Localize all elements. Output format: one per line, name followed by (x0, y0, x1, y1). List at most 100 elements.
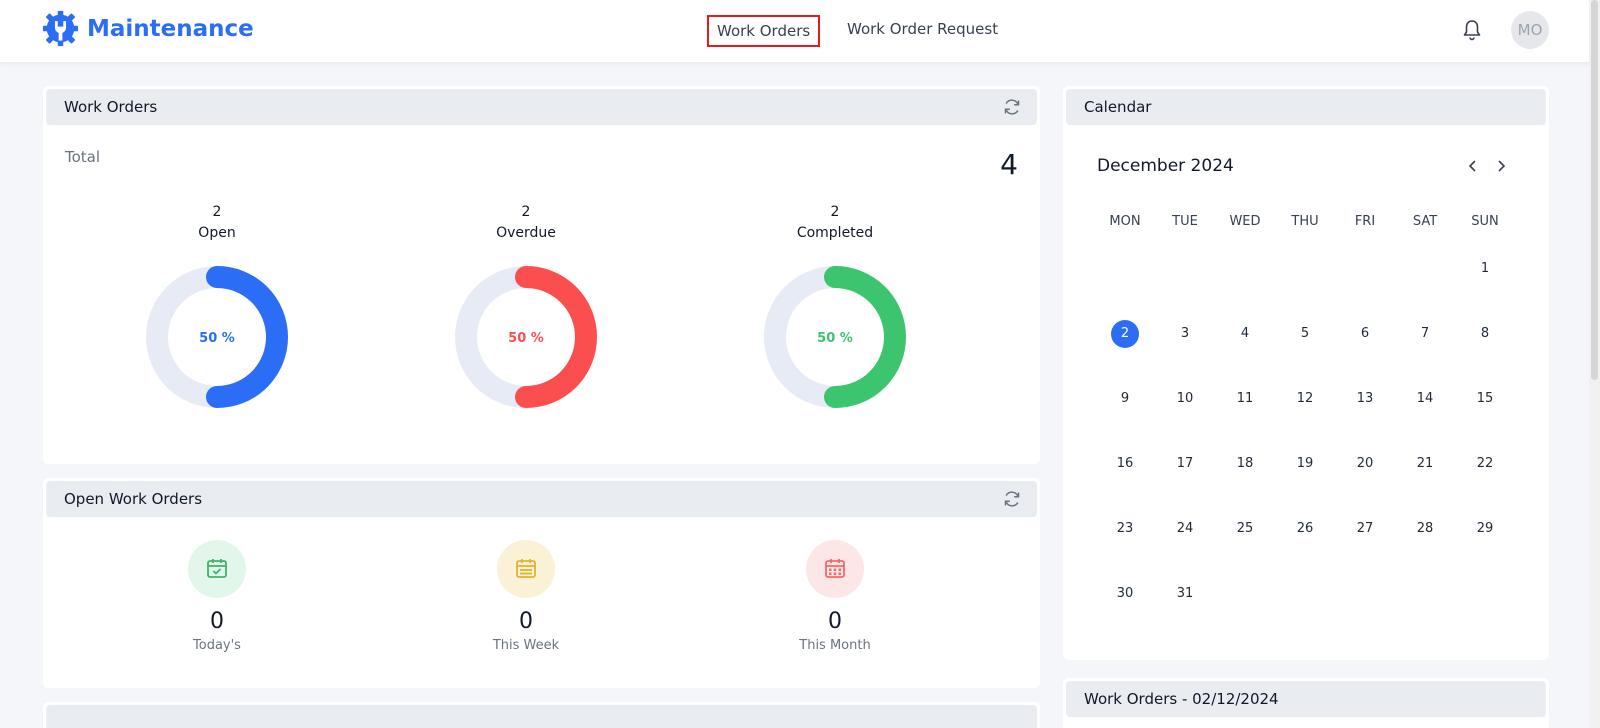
donut-open (146, 266, 288, 408)
stat-label: Open (198, 225, 236, 241)
donut-overdue (455, 266, 597, 408)
calendar-cell: 16 (1095, 450, 1155, 478)
calendar-card: Calendar December 2024 MON TUE WED THU FRI SA… (1063, 86, 1549, 660)
calendar-cell: 25 (1215, 515, 1275, 543)
open-this-month[interactable]: 0 This Month (755, 540, 915, 653)
calendar-day[interactable]: 21 (1416, 455, 1434, 471)
calendar-day[interactable]: 29 (1476, 520, 1494, 536)
work-orders-card: Work Orders Total 4 2 Open 2 Overdue 2 C… (43, 86, 1040, 464)
calendar-day[interactable]: 10 (1176, 390, 1194, 406)
card-header (46, 705, 1037, 728)
calendar-cell: 10 (1155, 385, 1215, 413)
owo-icon-bg (806, 540, 864, 598)
donut-arc (824, 266, 906, 408)
calendar-cell: 6 (1335, 320, 1395, 348)
calendar-cell: 8 (1455, 320, 1515, 348)
chevron-right-icon[interactable] (1493, 158, 1509, 174)
calendar-day[interactable]: 8 (1480, 325, 1490, 341)
bell-icon[interactable] (1463, 19, 1481, 41)
calendar-day[interactable]: 15 (1476, 390, 1494, 406)
open-today[interactable]: 0 Today's (137, 540, 297, 653)
calendar-day[interactable]: 3 (1180, 325, 1190, 341)
chevron-left-icon[interactable] (1465, 158, 1481, 174)
calendar-month-icon (825, 559, 845, 578)
card-title: Work Orders - 02/12/2024 (1084, 690, 1279, 708)
stat-count: 2 (212, 204, 222, 220)
stat-label: Overdue (496, 225, 556, 241)
calendar-cell: 14 (1395, 385, 1455, 413)
user-avatar[interactable]: MO (1511, 11, 1549, 49)
calendar-day[interactable]: 26 (1296, 520, 1314, 536)
calendar-day[interactable]: 23 (1116, 520, 1134, 536)
calendar-day[interactable]: 18 (1236, 455, 1254, 471)
calendar-grid: MON TUE WED THU FRI SAT SUN 1 2 3 4 5 6 7 8 9 10 11 12 13 14… (1095, 206, 1515, 626)
calendar-day[interactable]: 7 (1420, 325, 1430, 341)
donut-percent-open: 50 % (199, 331, 235, 346)
calendar-day[interactable]: 19 (1296, 455, 1314, 471)
card-header: Work Orders (46, 89, 1037, 125)
calendar-day[interactable]: 4 (1240, 325, 1250, 341)
calendar-day[interactable]: 16 (1116, 455, 1134, 471)
calendar-day[interactable]: 1 (1480, 260, 1490, 276)
calendar-cell: 28 (1395, 515, 1455, 543)
calendar-cell: 31 (1155, 580, 1215, 608)
calendar-day-today[interactable]: 2 (1111, 319, 1139, 348)
calendar-day[interactable]: 13 (1356, 390, 1374, 406)
calendar-cell: 17 (1155, 450, 1215, 478)
calendar-day[interactable]: 31 (1176, 585, 1194, 601)
calendar-cell: 18 (1215, 450, 1275, 478)
calendar-day[interactable]: 27 (1356, 520, 1374, 536)
main-nav: Work Orders Work Order Request (0, 15, 1600, 47)
calendar-day[interactable]: 22 (1476, 455, 1494, 471)
calendar-month-label: December 2024 (1097, 156, 1234, 176)
refresh-icon[interactable] (1003, 98, 1021, 116)
card-header: Work Orders - 02/12/2024 (1066, 681, 1546, 717)
open-label: This Month (799, 638, 871, 653)
page-scrollbar[interactable] (1589, 0, 1600, 728)
work-orders-date-card: Work Orders - 02/12/2024 (1063, 678, 1549, 728)
stat-label: Completed (796, 225, 874, 241)
app-name: Maintenance (87, 15, 254, 42)
scrollbar-thumb[interactable] (1591, 0, 1598, 380)
donut-arc (515, 266, 597, 408)
open-value: 0 (828, 609, 842, 634)
calendar-cell: 27 (1335, 515, 1395, 543)
app-logo[interactable]: Maintenance (42, 10, 254, 47)
calendar-day[interactable]: 9 (1120, 390, 1130, 406)
calendar-day[interactable]: 20 (1356, 455, 1374, 471)
calendar-day[interactable]: 30 (1116, 585, 1134, 601)
calendar-day[interactable]: 17 (1176, 455, 1194, 471)
calendar-cell: 22 (1455, 450, 1515, 478)
calendar-day[interactable]: 25 (1236, 520, 1254, 536)
calendar-day[interactable]: 5 (1300, 325, 1310, 341)
calendar-cell: 2 (1095, 319, 1155, 348)
stat-count: 2 (830, 204, 840, 220)
owo-icon-bg (497, 540, 555, 598)
calendar-day[interactable]: 28 (1416, 520, 1434, 536)
donut-arc (206, 266, 288, 408)
open-this-week[interactable]: 0 This Week (446, 540, 606, 653)
calendar-cell: 15 (1455, 385, 1515, 413)
refresh-icon[interactable] (1003, 490, 1021, 508)
calendar-day[interactable]: 14 (1416, 390, 1434, 406)
nav-work-orders[interactable]: Work Orders (707, 15, 821, 47)
card-header: Calendar (1066, 89, 1546, 125)
wrench-gear-logo-icon (42, 10, 79, 47)
total-label: Total (65, 148, 101, 166)
calendar-day[interactable]: 11 (1236, 390, 1254, 406)
calendar-cell: 13 (1335, 385, 1395, 413)
calendar-cell: 23 (1095, 515, 1155, 543)
calendar-day[interactable]: 12 (1296, 390, 1314, 406)
calendar-day[interactable]: 6 (1360, 325, 1370, 341)
nav-work-order-request[interactable]: Work Order Request (847, 20, 999, 38)
open-value: 0 (519, 609, 533, 634)
card-title: Calendar (1084, 98, 1152, 116)
bottom-card (43, 702, 1040, 728)
calendar-week-icon (516, 559, 536, 578)
stat-open: 2 Open (117, 202, 317, 244)
calendar-week-row: 23 24 25 26 27 28 29 (1095, 496, 1515, 561)
calendar-week-row: 2 3 4 5 6 7 8 (1095, 301, 1515, 366)
calendar-week-row: 30 31 (1095, 561, 1515, 626)
calendar-day[interactable]: 24 (1176, 520, 1194, 536)
open-label: This Week (492, 638, 560, 653)
